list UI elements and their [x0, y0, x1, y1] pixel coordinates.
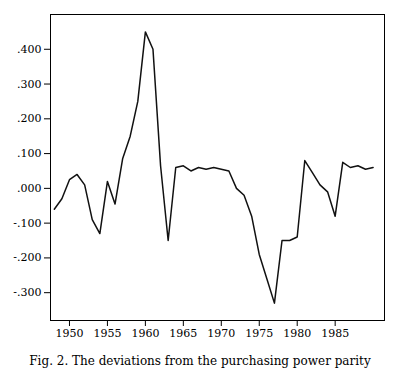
svg-text:1980: 1980: [283, 327, 311, 340]
svg-text:1965: 1965: [169, 327, 197, 340]
svg-text:.100: .100: [17, 147, 42, 160]
svg-text:1985: 1985: [321, 327, 349, 340]
svg-text:1950: 1950: [55, 327, 83, 340]
svg-text:-.200: -.200: [13, 251, 41, 264]
svg-text:.000: .000: [17, 182, 42, 195]
svg-text:1960: 1960: [131, 327, 159, 340]
svg-text:1970: 1970: [207, 327, 235, 340]
svg-text:.200: .200: [17, 112, 42, 125]
svg-text:-.300: -.300: [13, 286, 41, 299]
svg-text:.400: .400: [17, 43, 42, 56]
html-text:Fig. 2. The deviations from th: Fig. 2. The deviations from the purchasi…: [29, 354, 371, 368]
svg-text:1975: 1975: [245, 327, 273, 340]
svg-text:1955: 1955: [93, 327, 121, 340]
svg-text:-.100: -.100: [13, 217, 41, 230]
svg-text:.300: .300: [17, 78, 42, 91]
